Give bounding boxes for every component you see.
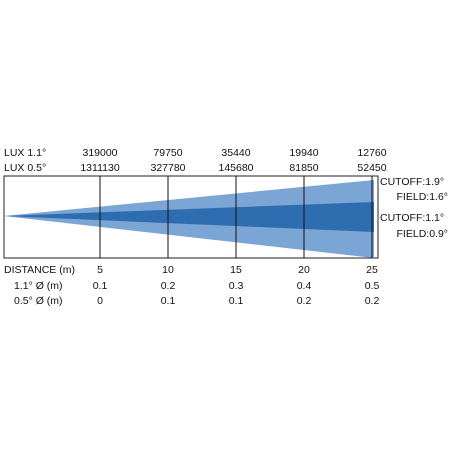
- diameter-0-5-value: 0.1: [228, 295, 244, 307]
- diameter-1-1-value: 0.3: [228, 280, 244, 292]
- lux-0-5-value: 1311130: [80, 162, 120, 174]
- diameter-0-5-value: 0.2: [296, 295, 312, 307]
- distance-value: 5: [97, 264, 103, 276]
- diameter-0-5-value: 0.1: [160, 295, 176, 307]
- lux-0-5-value: 327780: [150, 162, 186, 174]
- lux-0-5-value: 81850: [289, 162, 319, 174]
- lux-0-5-label: LUX 0.5°: [4, 162, 47, 174]
- inner-beam-cone: [4, 202, 374, 232]
- lux-1-1-value: 12760: [357, 147, 387, 159]
- distance-label: DISTANCE (m): [4, 264, 75, 276]
- inner-field-label: FIELD:0.9°: [396, 228, 448, 240]
- lux-1-1-value: 79750: [153, 147, 183, 159]
- lux-0-5-value: 52450: [357, 162, 387, 174]
- distance-value: 10: [162, 264, 174, 276]
- lux-1-1-value: 35440: [221, 147, 251, 159]
- lux-1-1-value: 19940: [289, 147, 319, 159]
- lux-0-5-value: 145680: [218, 162, 254, 174]
- diameter-1-1-label: 1.1° Ø (m): [14, 280, 63, 292]
- distance-value: 20: [298, 264, 310, 276]
- diameter-1-1-value: 0.5: [364, 280, 380, 292]
- diameter-0-5-value: 0: [97, 295, 103, 307]
- diameter-0-5-label: 0.5° Ø (m): [14, 295, 63, 307]
- diameter-1-1-value: 0.1: [92, 280, 108, 292]
- lux-1-1-label: LUX 1.1°: [4, 147, 47, 159]
- lux-1-1-value: 319000: [82, 147, 118, 159]
- diameter-1-1-value: 0.4: [296, 280, 312, 292]
- outer-field-label: FIELD:1.6°: [396, 191, 448, 203]
- inner-cutoff-label: CUTOFF:1.1°: [380, 212, 445, 224]
- distance-value: 15: [230, 264, 242, 276]
- distance-value: 25: [366, 264, 378, 276]
- outer-cutoff-label: CUTOFF:1.9°: [380, 176, 445, 188]
- diameter-0-5-value: 0.2: [364, 295, 380, 307]
- diameter-1-1-value: 0.2: [160, 280, 176, 292]
